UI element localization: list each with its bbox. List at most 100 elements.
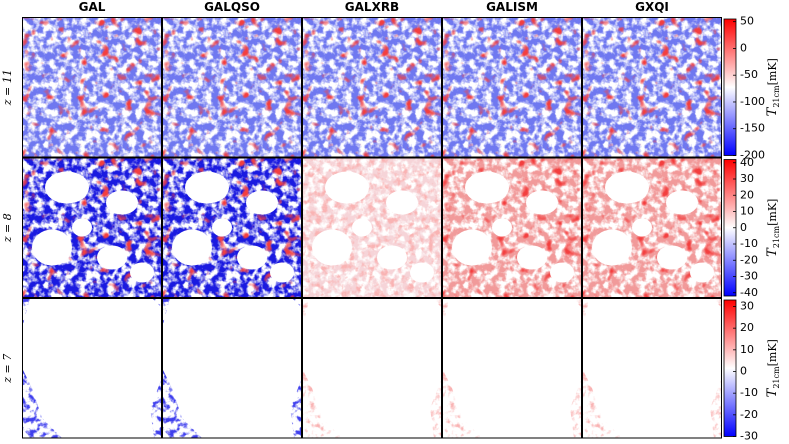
colorbar-tick-label: 30 [740, 172, 754, 185]
panel-frame [582, 17, 722, 158]
ionized-region [212, 218, 232, 237]
ionized-region [246, 190, 278, 215]
ionized-region [526, 190, 558, 215]
ionized-region [442, 298, 582, 438]
colorbar-tick-label: 0 [740, 221, 747, 234]
panel-frame [162, 298, 302, 439]
map-panel [582, 17, 722, 158]
ionized-region [22, 298, 162, 438]
ionized-region [172, 229, 212, 266]
row-label: z = 8 [1, 213, 14, 243]
ionized-region [492, 218, 512, 237]
column-title: GAL [79, 0, 106, 14]
label-subscript: 21cm [772, 85, 781, 108]
panel-frame [442, 157, 582, 298]
panel-frame [442, 17, 582, 158]
colorbar-tick-label: -20 [740, 253, 758, 266]
ionized-region [97, 245, 127, 270]
colorbar-tick-label: -100 [740, 95, 765, 108]
ionized-region [517, 245, 547, 270]
colorbar-tick-label: 30 [740, 300, 754, 313]
colorbar-tick-label: 40 [740, 156, 754, 169]
ionized-region [185, 171, 229, 204]
ionized-region [666, 190, 698, 215]
ionized-region [72, 218, 92, 237]
map-panel [162, 157, 302, 298]
colorbar-tick-label: -150 [740, 122, 765, 135]
map-panel [302, 157, 442, 298]
ionized-region [106, 190, 138, 215]
colorbar-tick-label: -30 [740, 430, 758, 443]
ionized-region [592, 229, 632, 266]
panel-frame [302, 17, 442, 158]
ionized-region [162, 298, 302, 438]
ionized-region [377, 245, 407, 270]
colorbar [723, 18, 737, 156]
panel-frame [22, 298, 162, 439]
label-unit: [mK] [766, 339, 779, 366]
panel-frame [442, 298, 582, 439]
map-panel [22, 17, 162, 158]
ionized-region [386, 190, 418, 215]
colorbar-tick-label: -30 [740, 270, 758, 283]
label-symbol: T [765, 247, 780, 257]
map-texture [582, 17, 722, 158]
colorbar-tick-label: 0 [740, 41, 747, 54]
panel-frame [22, 157, 162, 298]
panel-frame [162, 17, 302, 158]
label-subscript: 21cm [772, 225, 781, 248]
label-symbol: T [765, 387, 780, 397]
label-unit: [mK] [766, 199, 779, 226]
panel-frame [162, 157, 302, 298]
colorbar-tick-label: 0 [740, 365, 747, 378]
ionized-region [237, 245, 267, 270]
colorbar-tick-label: -20 [740, 408, 758, 421]
map-panel [22, 298, 162, 439]
panel-frame [22, 17, 162, 158]
colorbar-tick-label: 20 [740, 188, 754, 201]
ionized-region [270, 262, 294, 283]
column-title: GALISM [486, 0, 538, 14]
colorbar-tick-label: 10 [740, 205, 754, 218]
ionized-region [312, 229, 352, 266]
colorbar-tick-label: -50 [740, 68, 758, 81]
panel-frame [302, 157, 442, 298]
column-title: GALXRB [345, 0, 399, 14]
map-texture [442, 17, 582, 158]
colorbar-label: T21cm[mK] [765, 199, 781, 257]
ionized-region [130, 262, 154, 283]
map-panel [162, 298, 302, 439]
panel-frame [582, 298, 722, 439]
panel-frame [302, 298, 442, 439]
map-panel [442, 157, 582, 298]
map-texture [162, 17, 302, 158]
ionized-region [605, 171, 649, 204]
column-title: GXQI [635, 0, 669, 14]
colorbar-tick-label: 10 [740, 343, 754, 356]
map-panel [582, 298, 722, 439]
map-panel [302, 17, 442, 158]
map-panel [582, 157, 722, 298]
ionized-region [45, 171, 89, 204]
label-unit: [mK] [766, 58, 779, 85]
ionized-region [657, 245, 687, 270]
label-subscript: 21cm [772, 366, 781, 389]
map-panel [442, 17, 582, 158]
row-label: z = 7 [1, 354, 14, 384]
row-label: z = 11 [1, 69, 14, 106]
ionized-region [465, 171, 509, 204]
colorbar [723, 299, 737, 437]
ionized-region [452, 229, 492, 266]
ionized-region [550, 262, 574, 283]
colorbar-tick-label: 50 [740, 15, 754, 28]
ionized-region [690, 262, 714, 283]
map-texture [22, 17, 162, 158]
ionized-region [632, 218, 652, 237]
ionized-region [582, 298, 722, 438]
colorbar-tick-label: -10 [740, 386, 758, 399]
map-panel [442, 298, 582, 439]
panel-frame [582, 157, 722, 298]
ionized-region [325, 171, 369, 204]
ionized-region [302, 298, 442, 438]
